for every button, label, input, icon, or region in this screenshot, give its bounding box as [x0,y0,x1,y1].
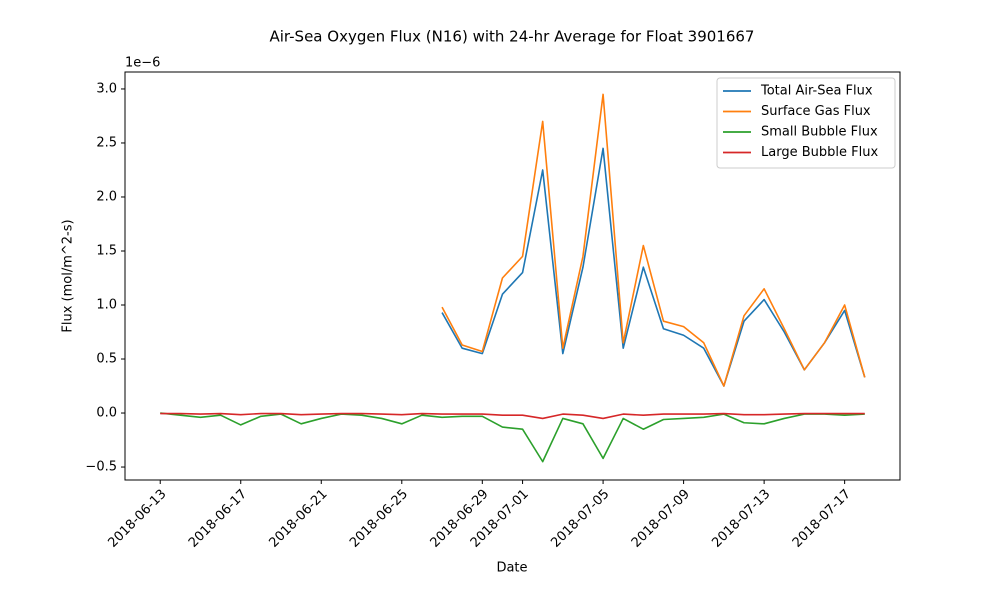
y-tick-label: 1.0 [96,298,117,313]
y-axis-label: Flux (mol/m^2-s) [61,219,76,332]
y-tick-label: −0.5 [85,460,117,475]
legend-label: Surface Gas Flux [761,104,871,119]
line-series [160,412,865,420]
line-series [441,93,866,387]
y-tick-label: 1.5 [96,243,117,258]
x-axis-label: Date [496,561,527,576]
y-tick-label: 3.0 [96,81,117,96]
y-offset-label: 1e−6 [125,56,160,71]
legend-frame [716,77,896,169]
legend-label: Total Air-Sea Flux [760,84,873,99]
legend: Total Air-Sea Flux Surface Gas Flux Small … [716,77,896,169]
y-tick-label: 2.5 [96,135,117,150]
legend-label: Large Bubble Flux [761,145,878,160]
legend-label: Small Bubble Flux [761,125,878,140]
line-series [160,412,865,463]
y-tick-label: 0.0 [96,406,117,421]
chart-title: Air-Sea Oxygen Flux (N16) with 24-hr Ave… [270,28,755,46]
y-tick-label: 0.5 [96,352,117,367]
y-tick-label: 2.0 [96,189,117,204]
plot-frame [124,71,901,481]
